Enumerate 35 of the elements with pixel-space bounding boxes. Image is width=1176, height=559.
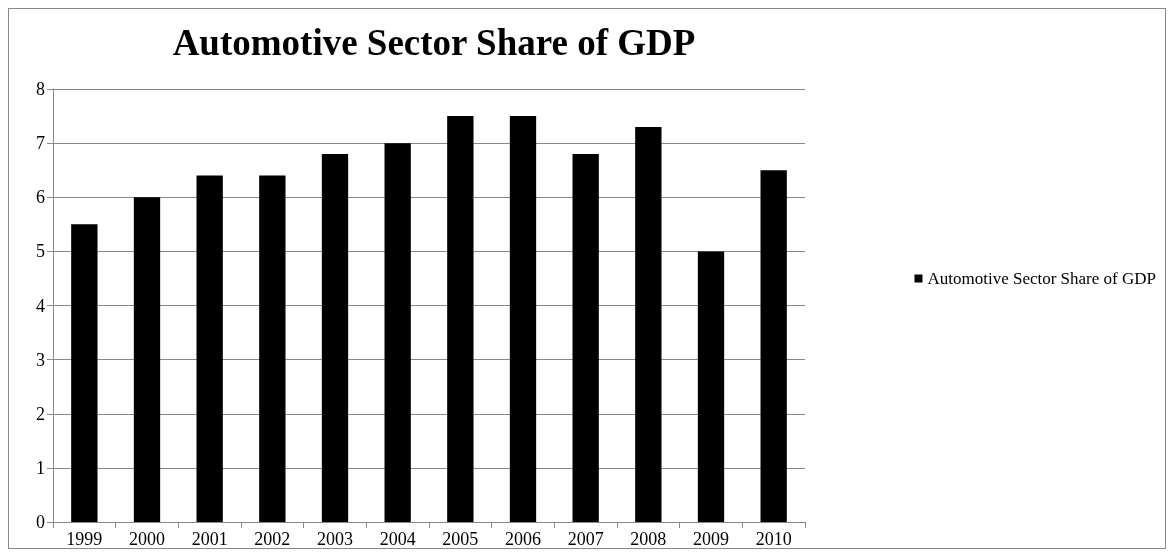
x-tick-label: 2007 <box>567 529 604 549</box>
bar <box>760 170 787 522</box>
x-tick-label: 2005 <box>442 529 479 549</box>
bar <box>572 153 599 522</box>
x-tick-label: 2004 <box>379 529 416 549</box>
bar <box>196 175 223 522</box>
y-tick-label: 2 <box>36 403 45 424</box>
bar <box>259 175 286 522</box>
x-tick-label: 2006 <box>505 529 541 549</box>
bar <box>321 153 349 522</box>
y-tick-label: 1 <box>36 457 45 478</box>
y-tick-label: 8 <box>36 79 45 99</box>
x-tick-label: 2010 <box>755 529 792 549</box>
bar <box>635 126 662 522</box>
x-tick-label: 2002 <box>254 529 291 549</box>
legend-label: Automotive Sector Share of GDP <box>927 269 1157 288</box>
bar <box>71 224 98 522</box>
y-tick-label: 0 <box>36 512 45 532</box>
y-tick-label: 6 <box>36 187 45 208</box>
y-tick-label: 7 <box>36 133 45 154</box>
bar <box>384 143 411 522</box>
x-tick-label: 2008 <box>630 529 667 549</box>
chart-title: Automotive Sector Share of GDP <box>172 22 696 63</box>
x-tick-label: 2003 <box>317 529 353 549</box>
x-tick-label: 2001 <box>191 529 228 549</box>
bar <box>133 197 161 522</box>
x-tick-label: 1999 <box>66 529 103 549</box>
bar <box>447 116 474 522</box>
bar <box>697 251 725 522</box>
y-tick-label: 5 <box>36 241 45 262</box>
y-tick-label: 3 <box>36 349 45 370</box>
x-tick-label: 2000 <box>129 529 165 549</box>
x-tick-label: 2009 <box>693 529 729 549</box>
bar <box>509 116 537 522</box>
y-tick-label: 4 <box>36 295 45 316</box>
